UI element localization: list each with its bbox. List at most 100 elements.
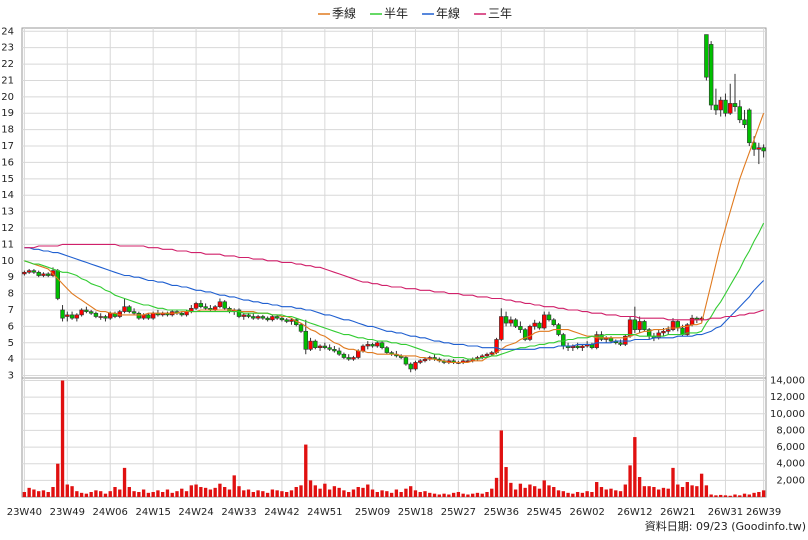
volume-bar — [137, 492, 141, 497]
volume-bar — [361, 487, 365, 497]
x-tick-label: 24W42 — [264, 507, 299, 518]
legend-label: 三年 — [488, 7, 512, 21]
y2-tick-label: 6,000 — [776, 442, 805, 453]
candle-body — [689, 317, 695, 326]
volume-bar — [161, 492, 165, 497]
y-tick-label: 8 — [8, 289, 14, 300]
y-tick-label: 14 — [1, 190, 14, 201]
volume-bar — [27, 487, 31, 497]
volume-bar — [447, 494, 451, 497]
candle-body — [50, 270, 56, 276]
volume-bar — [394, 489, 399, 497]
volume-bar — [294, 487, 298, 497]
y-tick-label: 16 — [1, 157, 14, 168]
volume-bar — [690, 485, 694, 497]
candle-body — [728, 103, 733, 114]
volume-bar — [456, 492, 461, 497]
volume-bar — [757, 492, 761, 497]
volume-bar — [709, 494, 713, 497]
x-tick-label: 26W39 — [746, 507, 781, 518]
volume-bar — [485, 492, 489, 497]
volume-bar — [261, 491, 265, 497]
volume-bar — [571, 493, 575, 497]
volume-bar — [227, 489, 232, 497]
x-tick-label: 26W21 — [660, 507, 695, 518]
candle-body — [551, 319, 556, 326]
candle-body — [704, 34, 709, 78]
x-tick-label: 23W49 — [50, 507, 85, 518]
candle-body — [532, 322, 537, 327]
volume-bar — [552, 487, 556, 497]
legend-label: 年線 — [436, 6, 460, 21]
y-tick-label: 12 — [1, 223, 14, 234]
candle-body — [93, 312, 99, 317]
volume-bar — [704, 485, 709, 497]
candle-body — [670, 321, 676, 330]
volume-bar — [180, 488, 184, 497]
volume-bar — [623, 484, 627, 497]
volume-bar — [652, 487, 656, 497]
candle-body — [60, 309, 65, 319]
candle-body — [756, 147, 762, 150]
candle-body — [575, 345, 580, 348]
volume-bar — [351, 489, 356, 497]
volume-bar — [165, 489, 170, 497]
candle-body — [666, 329, 671, 332]
candle-body — [379, 342, 385, 348]
volume-bar — [22, 492, 27, 497]
volume-bar — [504, 467, 508, 497]
x-tick-label: 25W18 — [398, 507, 433, 518]
y-tick-label: 5 — [8, 338, 14, 349]
candle-body — [384, 347, 390, 353]
volume-bar — [451, 492, 456, 497]
candle-body — [422, 358, 428, 362]
y2-tick-label: 14,000 — [770, 375, 805, 386]
candle-body — [270, 316, 275, 321]
y-tick-label: 23 — [1, 43, 14, 54]
volume-bar — [141, 489, 146, 497]
volume-bar — [242, 490, 246, 497]
x-tick-label: 26W02 — [569, 507, 604, 518]
grid — [22, 28, 766, 497]
volume-bar — [46, 492, 50, 497]
volume-bar — [637, 477, 642, 497]
candle-body — [79, 309, 84, 316]
volume-bar — [65, 484, 69, 497]
candle-body — [41, 273, 46, 276]
candle-body — [623, 335, 628, 345]
volume-bar — [275, 490, 279, 497]
volume-bar — [509, 482, 513, 497]
volume-bar — [618, 491, 623, 497]
volume-bar — [647, 486, 651, 497]
volume-bar — [738, 495, 742, 497]
volume-bar — [685, 482, 689, 497]
candle-body — [484, 353, 490, 357]
volume-bar — [103, 493, 108, 497]
volume-bar — [375, 492, 379, 497]
volume-bar — [251, 492, 255, 497]
volume-bar — [409, 486, 413, 497]
volume-bar — [547, 485, 551, 497]
candle-body — [84, 309, 89, 312]
candle-body — [279, 317, 285, 321]
volume-bar — [671, 467, 675, 497]
volume-bar — [471, 493, 475, 497]
candle-body — [370, 344, 375, 347]
x-tick-label: 24W24 — [178, 507, 213, 518]
candle-body — [732, 103, 738, 107]
volume-bar — [513, 489, 518, 497]
volume-bar — [203, 487, 208, 497]
candle-body — [241, 314, 246, 317]
volume-bar — [289, 490, 294, 497]
candle-body — [518, 326, 523, 330]
volume-bar — [175, 491, 179, 497]
candle-body — [542, 314, 547, 329]
candle-body — [508, 319, 514, 324]
y-tick-label: 7 — [8, 305, 14, 316]
volume-bar — [666, 488, 670, 497]
legend-label: 半年 — [384, 7, 408, 21]
volume-bar — [642, 486, 647, 497]
candle-body — [599, 334, 604, 340]
y-tick-label: 22 — [1, 59, 14, 70]
volume-bar — [661, 487, 666, 497]
